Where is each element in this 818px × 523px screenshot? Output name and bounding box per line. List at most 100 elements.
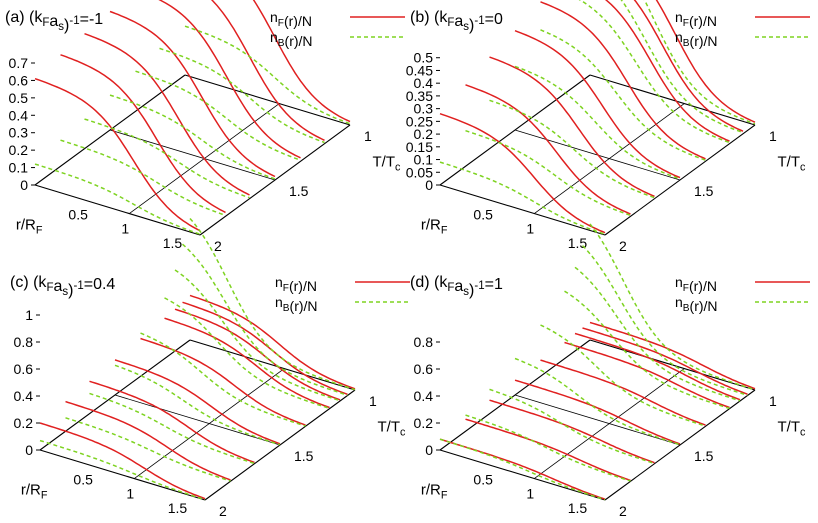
fermion-density-curve bbox=[514, 30, 681, 179]
fermion-density-curve bbox=[252, 0, 351, 123]
boson-density-curve bbox=[581, 245, 748, 397]
z-tick-label: 0.2 bbox=[9, 142, 29, 158]
z-tick-label: 0 bbox=[20, 177, 28, 193]
T-tick-label: 1.5 bbox=[694, 183, 714, 199]
fermion-density-curve bbox=[582, 327, 748, 395]
panel-title: (a) (kFas)-1=-1 bbox=[5, 9, 103, 34]
T-tick-label: 2 bbox=[619, 503, 627, 519]
z-tick-label: 0.7 bbox=[9, 55, 29, 71]
r-tick-label: 0.5 bbox=[473, 206, 493, 222]
boson-density-curve bbox=[574, 266, 741, 402]
fermion-density-curve bbox=[465, 84, 631, 215]
r-axis-line bbox=[439, 184, 606, 236]
boson-density-curve bbox=[84, 118, 250, 199]
r-tick-label: 1 bbox=[526, 221, 534, 237]
z-tick-label: 0.5 bbox=[414, 50, 434, 66]
r-tick-label: 1 bbox=[126, 486, 134, 502]
fermion-density-curve bbox=[174, 308, 341, 401]
fermion-density-curve bbox=[182, 301, 348, 396]
fermion-density-curve bbox=[540, 1, 706, 160]
T-tick-label: 2 bbox=[219, 503, 227, 519]
r-tick-label: 0.5 bbox=[68, 206, 88, 222]
T-tick-label: 1.5 bbox=[294, 448, 314, 464]
z-tick-label: 0.6 bbox=[14, 361, 34, 377]
fermion-density-curve bbox=[604, 0, 730, 142]
legend-fermion-label: nF(r)/N bbox=[270, 9, 312, 29]
boson-density-curve bbox=[184, 25, 351, 125]
boson-density-curve bbox=[578, 0, 730, 144]
boson-density-curve bbox=[109, 94, 276, 180]
fermion-density-curve bbox=[489, 56, 655, 197]
boson-density-curve bbox=[620, 0, 744, 134]
back-floor-line bbox=[589, 74, 756, 126]
r-tick-label: 1.5 bbox=[568, 500, 588, 516]
r-axis-label: r/RF bbox=[421, 216, 448, 236]
fermion-density-curve bbox=[84, 32, 250, 196]
panel-title: (b) (kFas)-1=0 bbox=[410, 9, 503, 34]
fermion-density-curve bbox=[114, 359, 281, 445]
legend-boson-label: nB(r)/N bbox=[270, 29, 313, 49]
fermion-density-curve bbox=[65, 400, 231, 481]
fermion-density-curve bbox=[655, 0, 756, 123]
z-tick-label: 1 bbox=[25, 307, 33, 323]
boson-density-curve bbox=[39, 439, 206, 501]
fermion-density-curve bbox=[633, 0, 744, 132]
legend-fermion-label: nF(r)/N bbox=[275, 274, 317, 294]
r-tick-label: 1 bbox=[121, 221, 129, 237]
legend-boson-label: nB(r)/N bbox=[275, 294, 318, 314]
z-tick-label: 0.5 bbox=[9, 90, 29, 106]
T-axis-label: T/Tc bbox=[778, 419, 807, 439]
boson-density-curve bbox=[540, 324, 706, 427]
z-tick-label: 0.4 bbox=[414, 388, 434, 404]
panel-title: (c) (kFas)-1=0.4 bbox=[10, 274, 115, 299]
boson-density-curve bbox=[489, 99, 655, 199]
z-tick-label: 0.15 bbox=[406, 139, 433, 155]
r-axis-line bbox=[439, 449, 606, 501]
r-axis-label: r/RF bbox=[421, 481, 448, 501]
boson-density-curve bbox=[34, 163, 201, 235]
fermion-density-curve bbox=[60, 54, 226, 214]
z-tick-label: 0.25 bbox=[406, 113, 433, 129]
T-tick-label: 1 bbox=[364, 128, 372, 144]
fermion-density-curve bbox=[39, 422, 206, 500]
fermion-density-curve bbox=[158, 0, 301, 159]
fermion-density-curve bbox=[564, 341, 730, 409]
fermion-density-curve bbox=[210, 0, 325, 141]
boson-density-curve bbox=[589, 223, 756, 391]
r-tick-label: 0.5 bbox=[473, 471, 493, 487]
z-tick-label: 0.1 bbox=[414, 152, 434, 168]
z-tick-label: 0.05 bbox=[406, 164, 433, 180]
legend-fermion-label: nF(r)/N bbox=[675, 274, 717, 294]
fermion-density-curve bbox=[574, 332, 741, 401]
z-tick-label: 0.1 bbox=[9, 160, 29, 176]
T-tick-label: 1.5 bbox=[289, 183, 309, 199]
T-axis-label: T/Tc bbox=[378, 419, 407, 439]
z-tick-label: 0.8 bbox=[14, 334, 34, 350]
boson-density-curve bbox=[540, 29, 706, 161]
back-floor-line bbox=[189, 339, 356, 391]
panel-title: (d) (kFas)-1=1 bbox=[410, 274, 503, 299]
boson-density-curve bbox=[465, 129, 631, 217]
boson-density-curve bbox=[643, 0, 756, 125]
z-tick-label: 0.2 bbox=[414, 415, 434, 431]
boson-density-curve bbox=[65, 417, 231, 482]
boson-density-curve bbox=[514, 357, 681, 446]
panel-a: 00.10.20.30.40.50.60.70.511.511.52r/RFT/… bbox=[5, 0, 405, 254]
T-tick-label: 1 bbox=[769, 393, 777, 409]
fermion-density-curve bbox=[589, 321, 756, 390]
floor-grid-line bbox=[514, 394, 681, 446]
r-axis-line bbox=[39, 449, 206, 501]
r-tick-label: 1.5 bbox=[568, 235, 588, 251]
boson-density-curve bbox=[465, 414, 631, 482]
boson-density-curve bbox=[159, 47, 325, 144]
T-tick-label: 2 bbox=[214, 238, 222, 254]
boson-density-curve bbox=[174, 269, 341, 402]
fermion-density-curve bbox=[164, 317, 330, 409]
z-tick-label: 0.3 bbox=[9, 125, 29, 141]
boson-density-curve bbox=[114, 364, 281, 446]
z-tick-label: 0.3 bbox=[414, 101, 434, 117]
z-tick-label: 0.2 bbox=[14, 415, 34, 431]
fermion-density-curve bbox=[465, 418, 631, 482]
boson-density-curve bbox=[439, 438, 606, 501]
z-tick-label: 0.45 bbox=[406, 62, 433, 78]
